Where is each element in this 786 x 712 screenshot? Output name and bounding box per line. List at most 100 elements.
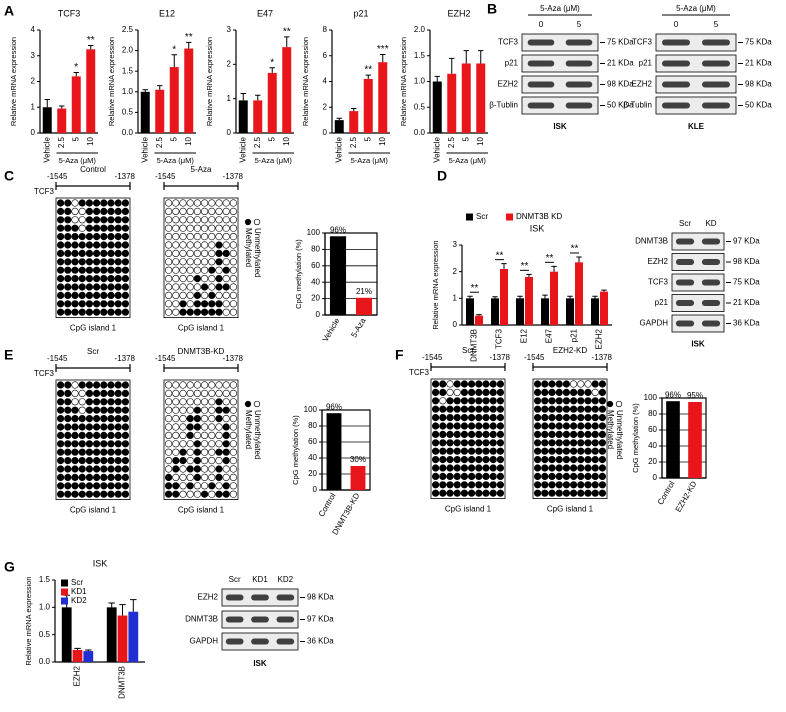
- chart-title: TCF3: [58, 8, 81, 18]
- cpg-site: [229, 207, 237, 215]
- significance: ***: [377, 44, 389, 55]
- legend-marker: [244, 218, 252, 226]
- cpg-site: [591, 489, 599, 497]
- cpg-site: [222, 283, 230, 291]
- legend-label: Unmethylated: [253, 228, 262, 277]
- cpg-site: [215, 465, 223, 473]
- bar: [500, 269, 508, 325]
- clone-row: [56, 308, 129, 316]
- cpg-site: [85, 490, 93, 498]
- lane-label: KD1: [252, 575, 268, 584]
- cpg-site: [562, 489, 571, 497]
- y-tick-label: 3: [453, 240, 458, 249]
- band: [276, 616, 295, 623]
- clone-row: [533, 397, 607, 405]
- y-axis-label: Relative mRNA expression: [301, 37, 310, 126]
- error-bar: [130, 599, 137, 612]
- band: [662, 60, 690, 67]
- error-bar: [592, 295, 598, 299]
- clone-row: [56, 275, 129, 283]
- x-tick-label: 10: [86, 136, 95, 145]
- cpg-site: [569, 489, 578, 497]
- cpg-site: [584, 456, 592, 464]
- cpg-site: [215, 490, 223, 498]
- cpg-site: [85, 431, 93, 440]
- cpg-site: [208, 431, 216, 440]
- cpg-site: [569, 414, 578, 422]
- cpg-site: [460, 388, 469, 397]
- cpg-site: [222, 308, 230, 316]
- cpg-site: [114, 415, 122, 423]
- cpg-site: [569, 464, 578, 472]
- cpg-site: [584, 430, 592, 439]
- cpg-site: [453, 397, 461, 405]
- error-bar: [478, 50, 484, 64]
- cpg-site: [85, 308, 93, 316]
- legend-label: Scr: [71, 578, 83, 587]
- cpg-site: [489, 456, 497, 464]
- cpg-site: [193, 465, 201, 473]
- cpg-site: [56, 199, 65, 207]
- legend-label: DNMT3B KD: [516, 212, 562, 221]
- significance: *: [172, 44, 176, 55]
- clone-row: [165, 275, 237, 283]
- y-tick-label: 0: [316, 310, 321, 319]
- cpg-site: [107, 406, 115, 414]
- cpg-site: [186, 308, 194, 316]
- clone-row: [165, 423, 237, 431]
- x-tick-label: 5: [267, 136, 276, 141]
- cpg-site: [92, 440, 101, 448]
- y-tick-label: 1: [31, 102, 36, 111]
- cpg-site: [78, 490, 86, 498]
- error-bar: [576, 256, 582, 263]
- cpg-site: [107, 398, 115, 406]
- clone-row: [533, 414, 607, 422]
- cpg-site: [482, 472, 490, 481]
- cpg-site: [482, 447, 490, 455]
- value-label: 21%: [356, 287, 372, 296]
- y-tick-label: 20: [648, 457, 657, 466]
- cpg-site: [533, 422, 542, 430]
- cpg-site: [121, 415, 129, 423]
- cpg-site: [446, 388, 454, 397]
- cpg-site: [107, 207, 115, 215]
- region-end: -1378: [115, 354, 136, 363]
- protein-label: TCF3: [632, 38, 653, 47]
- clone-row: [56, 457, 129, 465]
- cpg-site: [496, 388, 505, 397]
- cpg-site: [165, 291, 173, 300]
- cpg-site: [541, 456, 549, 464]
- cpg-site: [100, 431, 108, 440]
- cpg-site: [468, 464, 476, 472]
- y-tick-label: 1.0: [39, 602, 51, 611]
- cpg-site: [201, 415, 209, 423]
- y-tick-label: 1.5: [122, 66, 134, 75]
- y-tick-label: 3: [31, 51, 36, 60]
- blot-strip: [521, 96, 599, 115]
- cpg-site: [71, 300, 79, 308]
- band: [675, 300, 695, 306]
- cpg-site: [468, 388, 476, 397]
- significance: **: [496, 250, 504, 261]
- cpg-site: [446, 472, 454, 481]
- cpg-site: [208, 266, 216, 274]
- cpg-site: [201, 406, 209, 414]
- cpg-site: [215, 440, 223, 448]
- cpg-site: [56, 482, 65, 490]
- band: [527, 81, 555, 88]
- y-tick-label: 0.5: [39, 630, 51, 639]
- cpg-site: [555, 456, 563, 464]
- cpg-site: [107, 275, 115, 283]
- cpg-site: [179, 457, 187, 465]
- lane-label: 0: [539, 20, 544, 29]
- cpg-site: [107, 300, 115, 308]
- cpg-site: [215, 415, 223, 423]
- cpg-site: [71, 482, 79, 490]
- cpg-site: [489, 414, 497, 422]
- cpg-site: [193, 457, 201, 465]
- bar: [516, 298, 524, 325]
- bar: [184, 48, 194, 133]
- cpg-site: [172, 207, 180, 215]
- y-axis-label: CpG methylation (%): [294, 239, 303, 309]
- bar: [575, 262, 583, 325]
